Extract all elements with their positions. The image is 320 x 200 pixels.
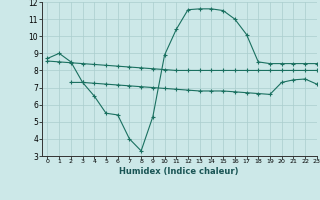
X-axis label: Humidex (Indice chaleur): Humidex (Indice chaleur) bbox=[119, 167, 239, 176]
